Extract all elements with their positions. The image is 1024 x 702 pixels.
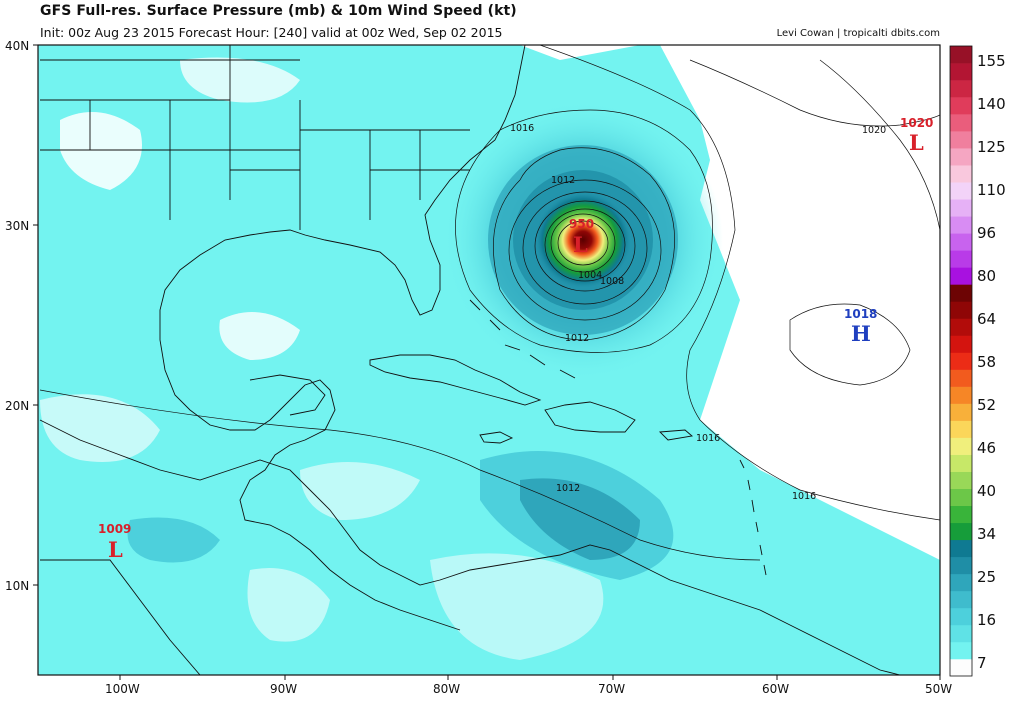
colorbar-segment xyxy=(950,318,972,336)
colorbar-segment xyxy=(950,369,972,387)
colorbar-segment xyxy=(950,148,972,166)
isobar-label: 1016 xyxy=(510,123,534,134)
colorbar-border xyxy=(949,45,973,677)
colorbar-segment xyxy=(950,335,972,353)
colorbar-label: 16 xyxy=(977,611,996,629)
colorbar-labels: 155 140 125 110 96 80 64 58 52 46 40 34 … xyxy=(977,52,1006,672)
colorbar-label: 7 xyxy=(977,654,987,672)
colorbar-segment xyxy=(950,233,972,251)
colorbar-segment xyxy=(950,165,972,183)
coastlines xyxy=(39,45,901,675)
latitude-axis: 40N 30N 20N 10N xyxy=(5,39,38,593)
wind-speed-field xyxy=(38,45,940,675)
colorbar-segment xyxy=(950,573,972,592)
lat-label: 20N xyxy=(5,399,29,413)
colorbar-label: 125 xyxy=(977,138,1006,156)
colorbar-segment xyxy=(950,658,972,677)
lon-label: 90W xyxy=(270,682,297,696)
pressure-value: 1020 xyxy=(900,116,933,130)
colorbar-label: 58 xyxy=(977,353,996,371)
low-marker-icon: L xyxy=(573,232,588,257)
colorbar-label: 140 xyxy=(977,95,1006,113)
colorbar-segment xyxy=(950,301,972,319)
isobar-label: 1008 xyxy=(600,276,624,287)
colorbar-segment xyxy=(950,80,972,98)
isobar-label: 1012 xyxy=(556,483,580,494)
colorbar-label: 46 xyxy=(977,439,996,457)
colorbar-segment xyxy=(950,386,972,404)
isobar-labels: 1016 1012 1008 1004 1012 1020 1016 1016 … xyxy=(510,123,886,502)
isobar-label: 1020 xyxy=(862,125,886,136)
colorbar-label: 40 xyxy=(977,482,996,500)
colorbar-segment xyxy=(950,437,972,455)
colorbar-segment xyxy=(950,556,972,575)
map-frame xyxy=(37,44,941,676)
isobar-label: 1012 xyxy=(551,175,575,186)
colorbar-segment xyxy=(950,352,972,370)
colorbar-label: 155 xyxy=(977,52,1006,70)
isobar-label: 1012 xyxy=(565,333,589,344)
colorbar-label: 25 xyxy=(977,568,996,586)
colorbar-label: 64 xyxy=(977,310,996,328)
map-subtitle: Init: 00z Aug 23 2015 Forecast Hour: [24… xyxy=(40,25,503,40)
high-marker-icon: H xyxy=(851,321,871,346)
colorbar-segment xyxy=(950,267,972,285)
colorbar-segment xyxy=(950,505,972,524)
lon-label: 100W xyxy=(105,682,140,696)
wind-speed-colorbar xyxy=(949,45,973,677)
pressure-value: 950 xyxy=(569,217,594,231)
colorbar-segment xyxy=(950,471,972,490)
colorbar-segment xyxy=(950,539,972,558)
pressure-system-northeast-low: 1020 L xyxy=(900,116,933,155)
longitude-axis: 100W 90W 80W 70W 60W 50W xyxy=(105,675,952,696)
colorbar-segment xyxy=(950,420,972,438)
pressure-system-high: 1018 H xyxy=(844,307,877,346)
pressure-system-hurricane: 950 L xyxy=(569,217,594,257)
map-title: GFS Full-res. Surface Pressure (mb) & 10… xyxy=(40,3,517,19)
colorbar-segment xyxy=(950,216,972,234)
lon-label: 80W xyxy=(433,682,460,696)
colorbar-label: 80 xyxy=(977,267,996,285)
low-marker-icon: L xyxy=(909,130,924,155)
isobar-label: 1016 xyxy=(696,433,720,444)
colorbar-segment xyxy=(950,607,972,626)
colorbar-segment xyxy=(950,114,972,132)
pressure-value: 1018 xyxy=(844,307,877,321)
colorbar-segment xyxy=(950,590,972,609)
pressure-system-pacific-low: 1009 L xyxy=(98,522,131,562)
colorbar-segment xyxy=(950,199,972,217)
colorbar-segment xyxy=(950,454,972,472)
pressure-value: 1009 xyxy=(98,522,131,536)
lon-label: 50W xyxy=(925,682,952,696)
isobar-label: 1004 xyxy=(578,270,602,281)
lat-label: 10N xyxy=(5,579,29,593)
colorbar-segment xyxy=(950,182,972,200)
colorbar-segment xyxy=(950,403,972,421)
isobars xyxy=(39,45,940,561)
colorbar-label: 110 xyxy=(977,181,1006,199)
colorbar-segment xyxy=(950,63,972,81)
colorbar-segment xyxy=(950,46,972,64)
low-marker-icon: L xyxy=(108,537,123,562)
colorbar-segment xyxy=(950,624,972,643)
colorbar-segment xyxy=(950,284,972,302)
colorbar-segment xyxy=(950,488,972,507)
map-credit: Levi Cowan | tropicalti dbits.com xyxy=(776,28,940,39)
lat-label: 40N xyxy=(5,39,29,53)
colorbar-label: 96 xyxy=(977,224,996,242)
lon-label: 60W xyxy=(762,682,789,696)
colorbar-segment xyxy=(950,641,972,660)
lat-label: 30N xyxy=(5,219,29,233)
lon-label: 70W xyxy=(598,682,625,696)
colorbar-segment xyxy=(950,131,972,149)
colorbar-segment xyxy=(950,250,972,268)
colorbar-label: 34 xyxy=(977,525,996,543)
colorbar-segment xyxy=(950,522,972,541)
colorbar-label: 52 xyxy=(977,396,996,414)
colorbar-segment xyxy=(950,97,972,115)
isobar-label: 1016 xyxy=(792,491,816,502)
